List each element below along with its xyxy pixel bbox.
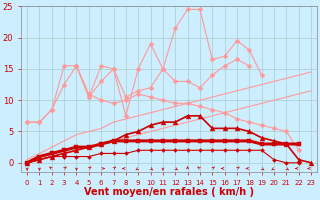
X-axis label: Vent moyen/en rafales ( km/h ): Vent moyen/en rafales ( km/h ) — [84, 187, 254, 197]
